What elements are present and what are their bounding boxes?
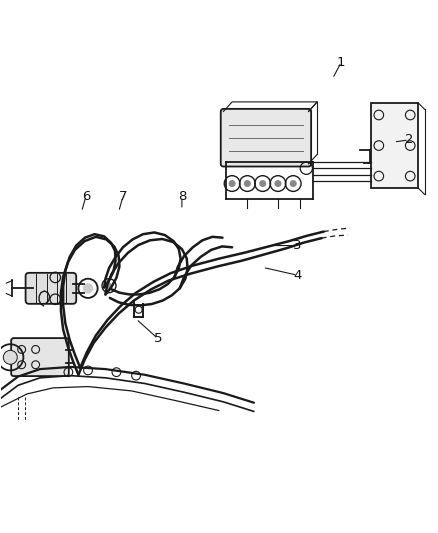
Circle shape <box>83 283 93 294</box>
Circle shape <box>244 180 251 187</box>
FancyBboxPatch shape <box>371 103 418 188</box>
Text: 3: 3 <box>293 239 302 252</box>
Text: 2: 2 <box>405 133 413 147</box>
Text: 4: 4 <box>293 269 302 282</box>
Text: 5: 5 <box>154 332 162 345</box>
Text: 6: 6 <box>81 190 90 203</box>
FancyBboxPatch shape <box>221 109 311 166</box>
Circle shape <box>290 180 297 187</box>
Text: 1: 1 <box>337 55 346 69</box>
Text: 7: 7 <box>119 190 127 203</box>
Text: 8: 8 <box>178 190 186 203</box>
Circle shape <box>229 180 236 187</box>
FancyBboxPatch shape <box>11 338 69 376</box>
Circle shape <box>106 282 112 289</box>
Circle shape <box>4 350 17 364</box>
FancyBboxPatch shape <box>25 273 76 304</box>
Circle shape <box>275 180 282 187</box>
Circle shape <box>259 180 266 187</box>
